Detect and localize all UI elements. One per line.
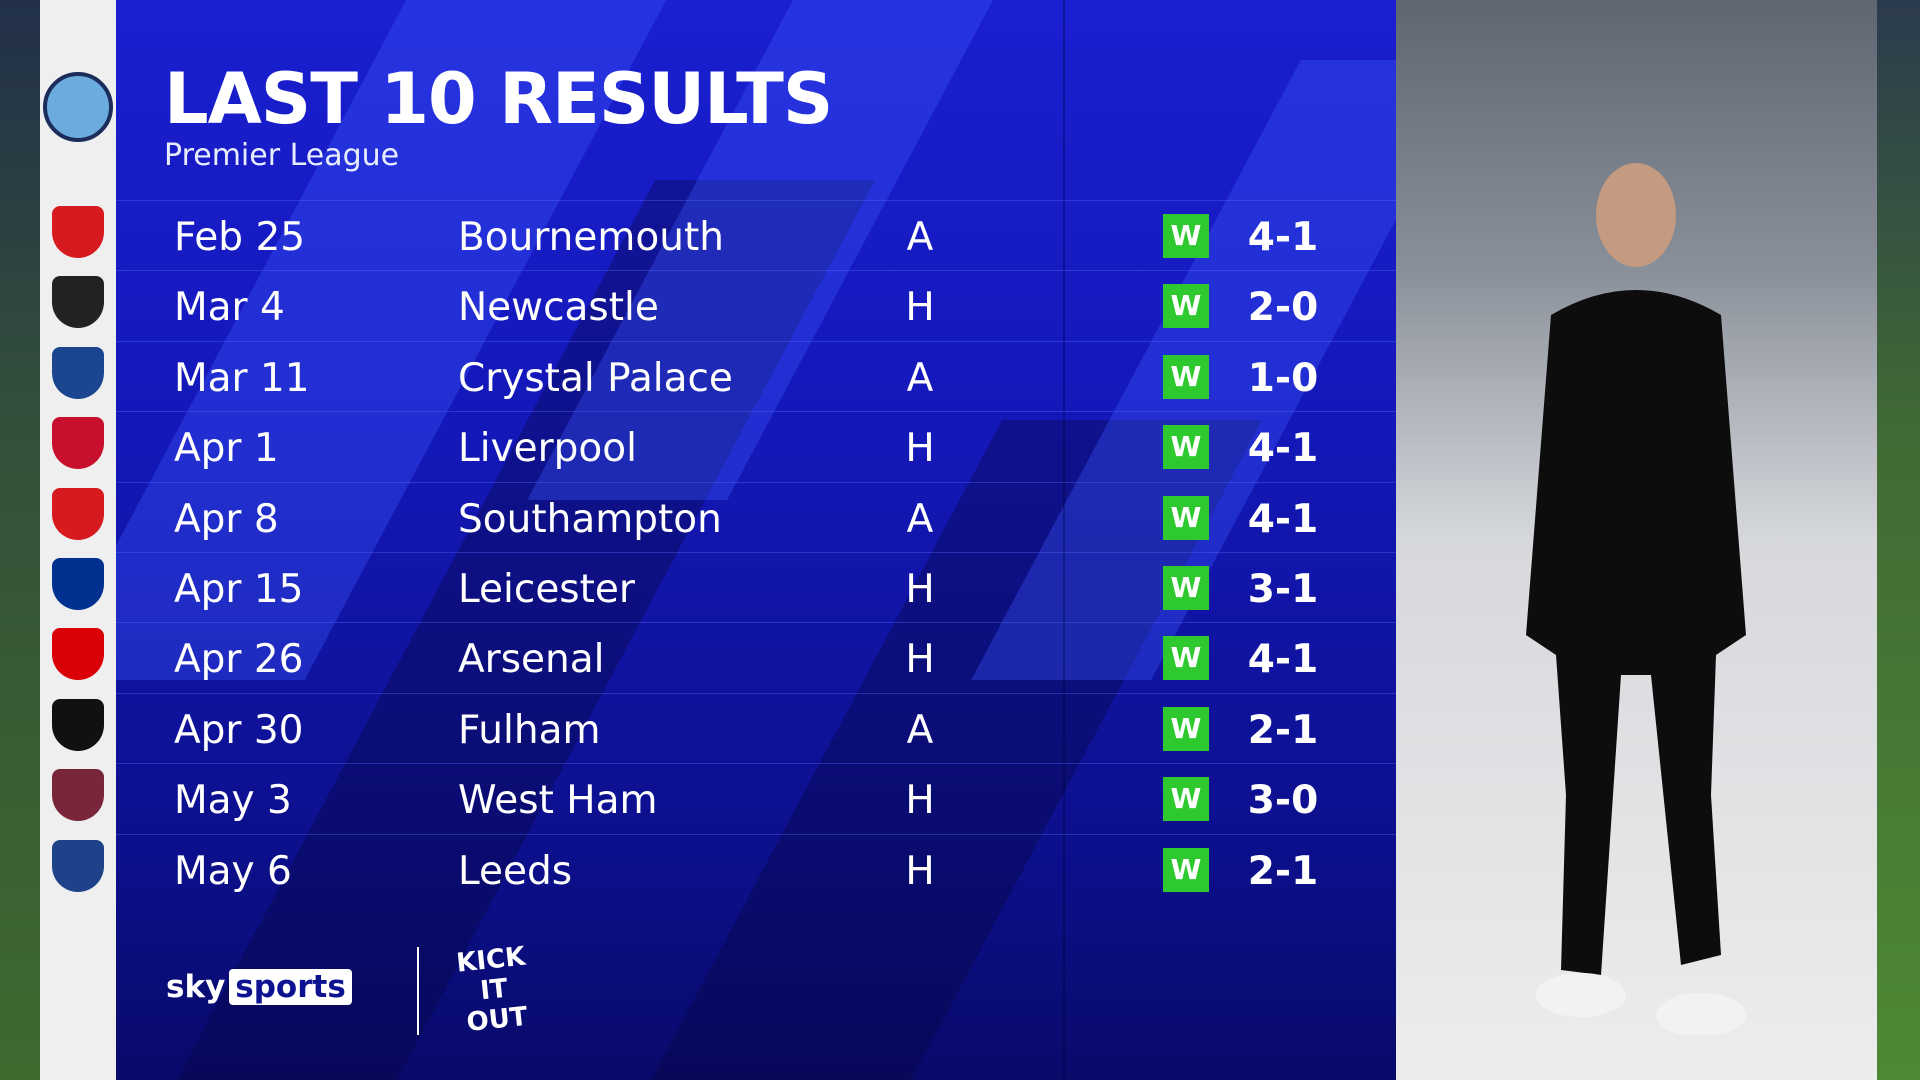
page-title: LAST 10 RESULTS: [164, 58, 833, 140]
score: 4-1: [1247, 637, 1319, 683]
venue: H: [905, 637, 935, 683]
venue: H: [905, 426, 935, 472]
result-badge: W: [1163, 495, 1209, 540]
leicester-crest-icon: [52, 558, 104, 610]
results-panel: LAST 10 RESULTS Premier League Feb 25 Bou…: [116, 0, 1396, 1080]
results-table: Feb 25 Bournemouth A W 4-1 Mar 4 Newcastle H W 2-…: [116, 200, 1396, 904]
result-badge: W: [1163, 354, 1209, 399]
venue: A: [906, 707, 934, 753]
liverpool-crest-icon: [52, 417, 104, 470]
score: 4-1: [1247, 426, 1319, 472]
match-date: Mar 11: [174, 355, 310, 401]
result-row: Mar 11 Crystal Palace A W 1-0: [116, 340, 1396, 411]
crystal-palace-crest-icon: [52, 346, 104, 399]
result-badge: W: [1163, 565, 1209, 610]
result-badge: W: [1163, 284, 1209, 329]
manchester-city-crest-icon: [43, 72, 113, 142]
opponent-name: Leicester: [458, 566, 635, 612]
match-date: Apr 30: [174, 707, 304, 753]
result-badge: W: [1163, 636, 1209, 681]
result-row: Apr 8 Southampton A W 4-1: [116, 481, 1396, 552]
score: 2-1: [1247, 848, 1319, 894]
crest-strip: [40, 0, 116, 1080]
match-date: May 3: [174, 778, 292, 824]
result-badge: W: [1163, 777, 1209, 822]
manager-photo: [1396, 0, 1877, 1080]
opponent-name: West Ham: [458, 778, 658, 824]
newcastle-crest-icon: [52, 276, 104, 329]
match-date: Apr 26: [174, 637, 304, 683]
sky-sports-logo: sky sports: [166, 969, 352, 1005]
match-date: May 6: [174, 848, 292, 894]
score: 1-0: [1247, 355, 1319, 401]
result-row: Apr 1 Liverpool H W 4-1: [116, 411, 1396, 481]
score: 4-1: [1247, 496, 1319, 542]
venue: H: [905, 285, 935, 331]
result-badge: W: [1163, 425, 1209, 470]
opponent-name: Leeds: [458, 848, 573, 894]
result-row: May 6 Leeds H W 2-1: [116, 833, 1396, 904]
score: 2-0: [1247, 285, 1319, 331]
opponent-name: Arsenal: [458, 637, 605, 683]
stadium-background-left: [0, 0, 40, 1080]
manager-figure: [1526, 163, 1746, 1035]
venue: H: [905, 848, 935, 894]
bournemouth-crest-icon: [52, 206, 104, 258]
venue: H: [905, 566, 935, 612]
competition-subtitle: Premier League: [164, 138, 400, 173]
result-badge: W: [1163, 706, 1209, 751]
venue: A: [906, 496, 934, 542]
fulham-crest-icon: [52, 698, 104, 751]
opponent-name: Southampton: [458, 496, 722, 542]
result-badge: W: [1163, 214, 1209, 258]
score: 2-1: [1247, 707, 1319, 753]
leeds-crest-icon: [52, 839, 104, 892]
arsenal-crest-icon: [52, 628, 104, 681]
opponent-name: Liverpool: [458, 426, 637, 472]
opponent-name: Crystal Palace: [458, 355, 733, 401]
result-row: Apr 15 Leicester H W 3-1: [116, 551, 1396, 622]
stadium-background-right: [1877, 0, 1920, 1080]
kick-it-out-logo: KICK IT OUT: [454, 941, 530, 1038]
result-row: May 3 West Ham H W 3-0: [116, 763, 1396, 833]
venue: A: [906, 215, 934, 260]
match-date: Feb 25: [174, 215, 306, 260]
match-date: Apr 1: [174, 426, 279, 472]
result-row: Mar 4 Newcastle H W 2-0: [116, 270, 1396, 340]
west-ham-crest-icon: [52, 769, 104, 822]
match-date: Apr 8: [174, 496, 279, 542]
score: 4-1: [1247, 215, 1319, 260]
match-date: Mar 4: [174, 285, 285, 331]
match-date: Apr 15: [174, 566, 304, 612]
opponent-name: Bournemouth: [458, 215, 724, 260]
opponent-name: Fulham: [458, 707, 601, 753]
opponent-name: Newcastle: [458, 285, 659, 331]
venue: A: [906, 355, 934, 401]
result-row: Apr 30 Fulham A W 2-1: [116, 692, 1396, 763]
score: 3-1: [1247, 566, 1319, 612]
result-row: Feb 25 Bournemouth A W 4-1: [116, 200, 1396, 270]
southampton-crest-icon: [52, 487, 104, 540]
result-row: Apr 26 Arsenal H W 4-1: [116, 622, 1396, 692]
divider: [417, 947, 419, 1035]
venue: H: [905, 778, 935, 824]
result-badge: W: [1163, 847, 1209, 892]
score: 3-0: [1247, 778, 1319, 824]
